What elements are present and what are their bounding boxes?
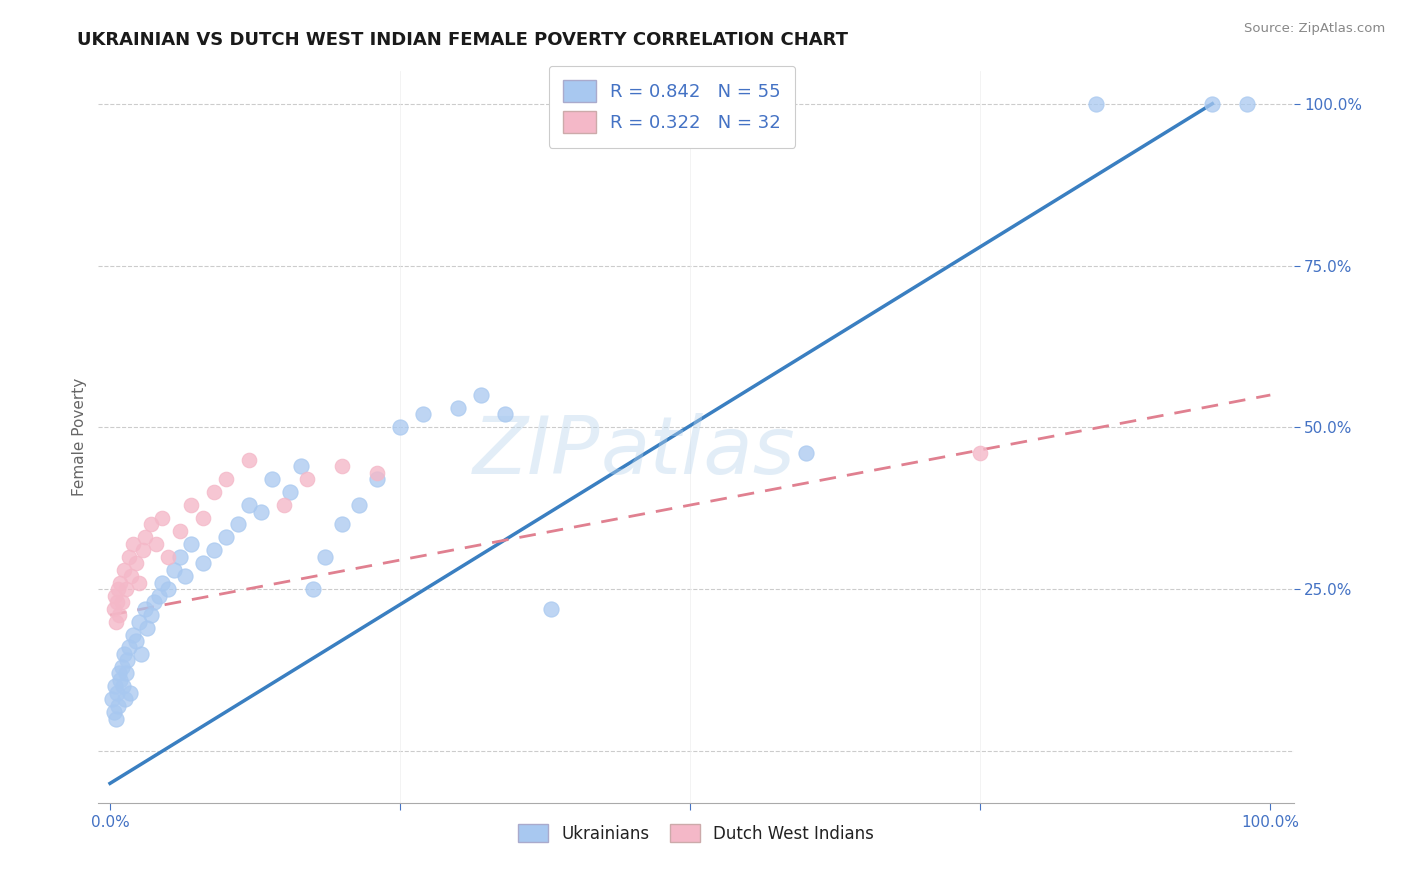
- Point: [470, 388, 492, 402]
- Point: [540, 601, 562, 615]
- Point: [105, 686, 128, 700]
- Point: [136, 621, 159, 635]
- Point: [150, 511, 173, 525]
- Point: [110, 575, 132, 590]
- Legend: Ukrainians, Dutch West Indians: Ukrainians, Dutch West Indians: [512, 817, 880, 849]
- Point: [118, 686, 141, 700]
- Point: [191, 511, 214, 525]
- Point: [111, 679, 134, 693]
- Text: ZIP: ZIP: [472, 413, 600, 491]
- Point: [215, 472, 238, 486]
- Point: [157, 582, 180, 597]
- Point: [169, 524, 191, 538]
- Text: UKRAINIAN VS DUTCH WEST INDIAN FEMALE POVERTY CORRELATION CHART: UKRAINIAN VS DUTCH WEST INDIAN FEMALE PO…: [77, 31, 848, 49]
- Point: [215, 530, 238, 544]
- Point: [112, 647, 135, 661]
- Point: [104, 589, 127, 603]
- Point: [366, 472, 388, 486]
- Point: [1201, 96, 1223, 111]
- Point: [117, 653, 139, 667]
- Point: [101, 692, 124, 706]
- Point: [124, 557, 146, 571]
- Point: [108, 608, 131, 623]
- Point: [148, 589, 170, 603]
- Point: [145, 537, 167, 551]
- Point: [131, 647, 153, 661]
- Point: [180, 537, 202, 551]
- Point: [447, 401, 470, 415]
- Point: [163, 563, 186, 577]
- Point: [122, 627, 145, 641]
- Y-axis label: Female Poverty: Female Poverty: [72, 378, 87, 496]
- Point: [103, 601, 125, 615]
- Point: [107, 582, 129, 597]
- Point: [107, 698, 129, 713]
- Point: [278, 485, 301, 500]
- Point: [191, 557, 214, 571]
- Point: [139, 608, 162, 623]
- Point: [366, 466, 388, 480]
- Point: [134, 530, 156, 544]
- Text: Source: ZipAtlas.com: Source: ZipAtlas.com: [1244, 22, 1385, 36]
- Point: [117, 640, 139, 655]
- Point: [389, 420, 412, 434]
- Point: [122, 537, 145, 551]
- Point: [115, 582, 138, 597]
- Point: [330, 459, 353, 474]
- Point: [794, 446, 817, 460]
- Point: [105, 595, 128, 609]
- Point: [150, 575, 173, 590]
- Point: [349, 498, 371, 512]
- Point: [262, 472, 284, 486]
- Point: [250, 504, 273, 518]
- Point: [290, 459, 312, 474]
- Point: [103, 705, 125, 719]
- Point: [112, 563, 135, 577]
- Point: [969, 446, 991, 460]
- Point: [302, 582, 325, 597]
- Point: [104, 712, 127, 726]
- Point: [104, 679, 127, 693]
- Point: [104, 615, 127, 629]
- Point: [238, 498, 260, 512]
- Point: [180, 498, 202, 512]
- Point: [128, 575, 150, 590]
- Point: [204, 485, 226, 500]
- Point: [110, 673, 132, 687]
- Point: [238, 452, 260, 467]
- Point: [114, 692, 136, 706]
- Point: [157, 549, 180, 564]
- Point: [111, 595, 134, 609]
- Point: [1085, 96, 1108, 111]
- Point: [124, 634, 146, 648]
- Point: [297, 472, 319, 486]
- Point: [204, 543, 226, 558]
- Point: [314, 549, 336, 564]
- Point: [139, 517, 162, 532]
- Point: [117, 549, 139, 564]
- Point: [108, 666, 131, 681]
- Point: [143, 595, 166, 609]
- Point: [494, 408, 516, 422]
- Point: [128, 615, 150, 629]
- Point: [273, 498, 295, 512]
- Point: [120, 569, 142, 583]
- Text: atlas: atlas: [600, 413, 796, 491]
- Point: [1236, 96, 1258, 111]
- Point: [330, 517, 353, 532]
- Point: [134, 601, 156, 615]
- Point: [111, 660, 134, 674]
- Point: [412, 408, 434, 422]
- Point: [131, 543, 153, 558]
- Point: [169, 549, 191, 564]
- Point: [174, 569, 197, 583]
- Point: [115, 666, 138, 681]
- Point: [226, 517, 249, 532]
